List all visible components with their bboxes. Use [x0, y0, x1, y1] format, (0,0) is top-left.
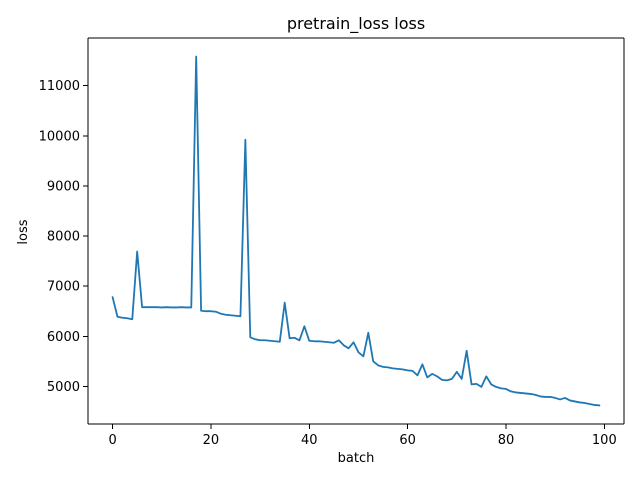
y-tick-label: 9000 [47, 179, 80, 194]
x-tick-label: 60 [399, 433, 416, 448]
chart-title: pretrain_loss loss [287, 14, 425, 34]
y-axis: 5000 6000 7000 8000 9000 10000 11000 [39, 79, 88, 395]
y-tick-label: 10000 [39, 129, 80, 144]
y-tick-label: 8000 [47, 230, 80, 245]
x-axis-label: batch [338, 451, 375, 466]
x-tick-label: 0 [108, 433, 116, 448]
x-tick-label: 40 [301, 433, 318, 448]
series-line-0 [111, 55, 601, 407]
plot-area [111, 55, 601, 407]
y-axis-label: loss [16, 219, 31, 244]
x-axis: 0 20 40 60 80 100 [108, 424, 617, 448]
y-tick-label: 11000 [39, 79, 80, 94]
y-tick-label: 6000 [47, 330, 80, 345]
y-tick-label: 5000 [47, 380, 80, 395]
x-tick-label: 80 [498, 433, 515, 448]
x-tick-label: 20 [203, 433, 220, 448]
x-tick-label: 100 [592, 433, 617, 448]
y-tick-label: 7000 [47, 280, 80, 295]
